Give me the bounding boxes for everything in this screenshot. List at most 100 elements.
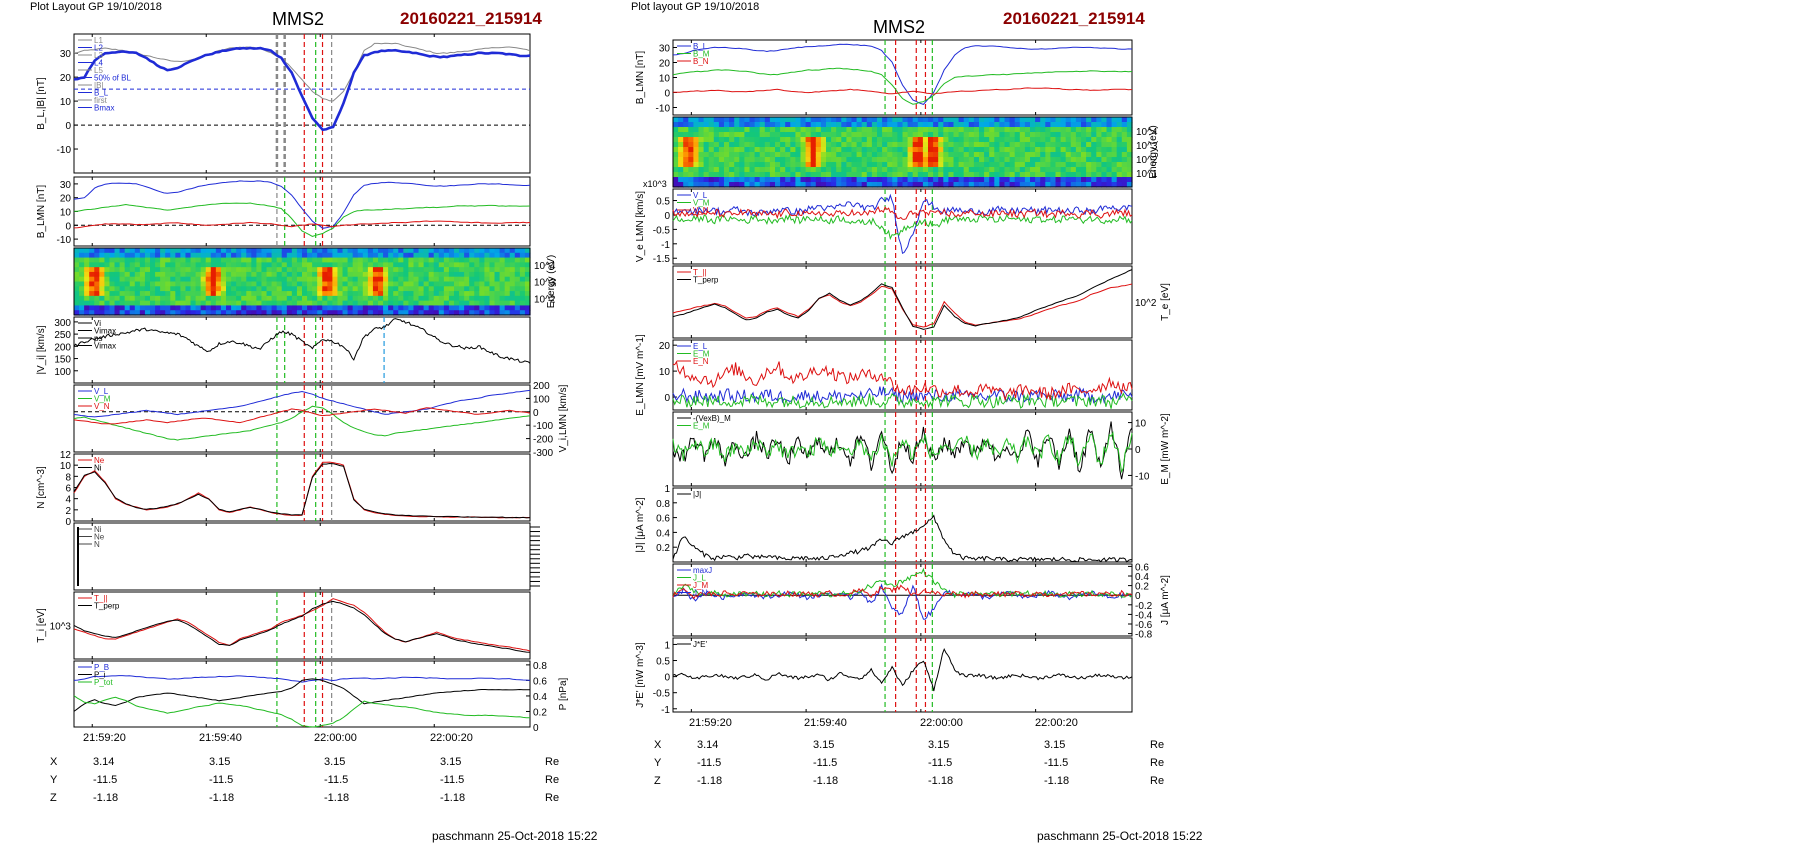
spectrogram-cell — [286, 248, 293, 254]
spectrogram-cell — [514, 262, 521, 268]
spectrogram-cell — [175, 310, 181, 316]
spectrogram-cell — [928, 152, 934, 158]
series-line-P_tot — [73, 675, 531, 683]
panel-frame-left-5 — [73, 384, 531, 453]
spectrogram-cell — [175, 295, 181, 302]
spectrogram-cell — [948, 137, 955, 143]
spectrogram-cell — [744, 162, 751, 168]
spectrogram-cell — [388, 262, 394, 268]
legend-label: E_L — [693, 342, 708, 351]
spectrogram-cell — [1045, 117, 1051, 123]
spectrogram-cell — [963, 167, 970, 173]
spectrogram-cell — [454, 305, 460, 311]
y-tick-label: 10^3 — [534, 278, 556, 289]
spectrogram-cell — [236, 291, 242, 297]
spectrogram-cell — [226, 248, 232, 254]
spectrogram-cell — [729, 142, 735, 148]
spectrogram-cell — [474, 295, 480, 302]
spectrogram-cell — [261, 310, 268, 316]
spectrogram-cell — [393, 267, 399, 273]
spectrogram-cell — [459, 271, 465, 278]
spectrogram-cell — [724, 122, 730, 128]
spectrogram-cell — [139, 252, 146, 259]
spectrogram-cell — [418, 295, 425, 302]
y-tick-label: -300 — [533, 448, 553, 459]
spectrogram-cell — [190, 295, 197, 302]
spectrogram-cell — [775, 132, 781, 138]
spectrogram-cell — [1035, 167, 1041, 173]
spectrogram-cell — [846, 162, 853, 168]
spectrogram-cell — [1019, 127, 1026, 133]
spectrogram-cell — [871, 157, 878, 163]
right-orbit-label-z: Z — [654, 775, 661, 787]
spectrogram-cell — [831, 122, 837, 128]
spectrogram-cell — [494, 267, 501, 273]
spectrogram-cell — [963, 162, 970, 168]
spectrogram-cell — [938, 177, 944, 183]
spectrogram-cell — [433, 252, 440, 259]
spectrogram-cell — [433, 310, 440, 316]
spectrogram-cell — [89, 267, 95, 273]
spectrogram-cell — [953, 147, 960, 153]
spectrogram-cell — [820, 137, 827, 143]
spectrogram-cell — [322, 305, 328, 311]
spectrogram-cell — [877, 122, 883, 128]
spectrogram-cell — [1121, 152, 1128, 158]
spectrogram-cell — [383, 305, 389, 311]
spectrogram-cell — [403, 248, 409, 254]
spectrogram-cell — [1030, 132, 1036, 138]
spectrogram-cell — [734, 147, 740, 153]
spectrogram-cell — [887, 122, 893, 128]
spectrogram-cell — [165, 267, 171, 273]
spectrogram-cell — [175, 267, 181, 273]
spectrogram-cell — [907, 142, 914, 148]
spectrogram-cell — [423, 267, 430, 273]
spectrogram-cell — [79, 310, 85, 316]
spectrogram-cell — [312, 295, 318, 302]
spectrogram-cell — [129, 295, 136, 302]
spectrogram-cell — [1101, 167, 1108, 173]
spectrogram-cell — [408, 291, 415, 297]
spectrogram-cell — [84, 305, 90, 311]
spectrogram-cell — [815, 147, 822, 153]
legend-label: N — [94, 540, 100, 549]
series-line-V_M — [672, 213, 1133, 241]
spectrogram-cell — [165, 271, 171, 278]
spectrogram-cell — [693, 142, 700, 148]
spectrogram-cell — [698, 137, 705, 143]
spectrogram-cell — [734, 117, 740, 123]
y-tick-label: 20 — [659, 341, 671, 352]
spectrogram-cell — [443, 295, 450, 302]
spectrogram-cell — [775, 157, 781, 163]
spectrogram-cell — [317, 252, 323, 259]
spectrogram-cell — [210, 257, 217, 263]
spectrogram-cell — [215, 286, 222, 292]
y-tick-label: 0.2 — [533, 707, 547, 718]
y-tick-label: -10 — [1135, 471, 1150, 482]
spectrogram-cell — [150, 310, 156, 316]
spectrogram-cell — [403, 267, 409, 273]
spectrogram-cell — [150, 291, 156, 297]
spectrogram-cell — [226, 281, 232, 287]
spectrogram-cell — [261, 295, 268, 302]
spectrogram-cell — [129, 276, 136, 283]
spectrogram-cell — [372, 281, 379, 287]
spectrogram-cell — [170, 262, 176, 268]
spectrogram-cell — [469, 267, 475, 273]
spectrogram-cell — [291, 281, 298, 287]
spectrogram-cell — [1019, 167, 1026, 173]
spectrogram-cell — [815, 142, 822, 148]
spectrogram-cell — [678, 182, 684, 188]
spectrogram-cell — [210, 262, 217, 268]
spectrogram-cell — [256, 305, 263, 311]
spectrogram-cell — [428, 257, 435, 263]
spectrogram-cell — [785, 142, 791, 148]
spectrogram-cell — [979, 147, 985, 153]
spectrogram-cell — [428, 252, 435, 259]
spectrogram-cell — [89, 286, 95, 292]
spectrogram-cell — [1075, 137, 1082, 143]
spectrogram-cell — [200, 295, 207, 302]
spectrogram-cell — [403, 276, 409, 283]
spectrogram-cell — [403, 271, 409, 278]
spectrogram-cell — [795, 132, 802, 138]
